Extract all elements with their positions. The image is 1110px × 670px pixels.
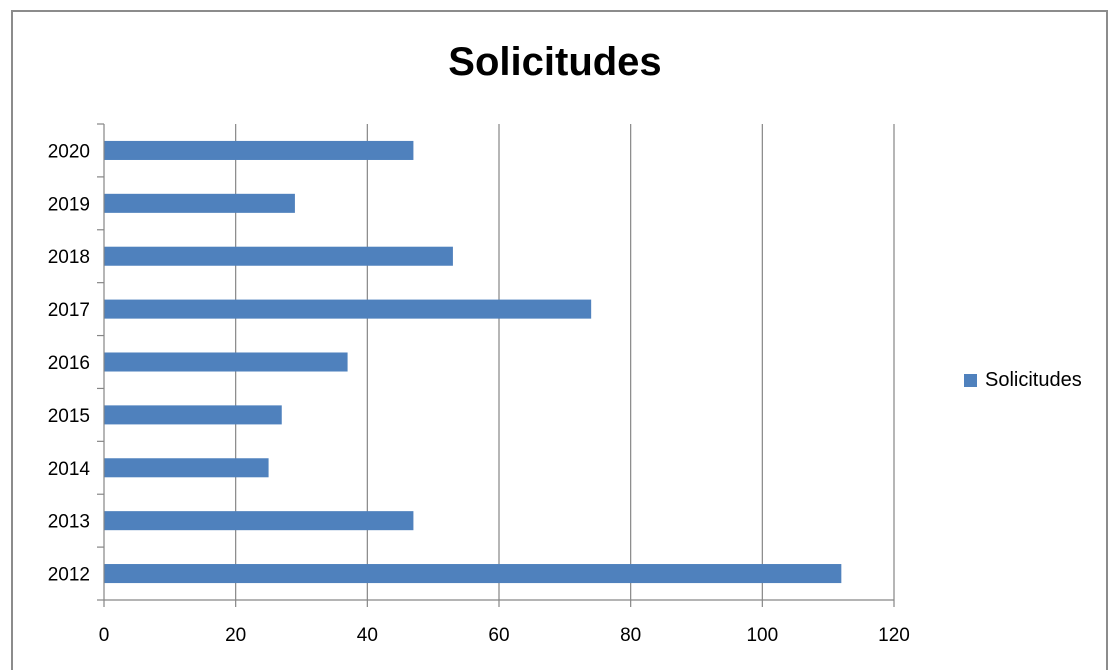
bar-2018 (104, 246, 453, 266)
y-tick-label-2016: 2016 (48, 353, 90, 374)
x-tick-label-0: 0 (99, 625, 110, 646)
bar-2014 (104, 458, 269, 478)
bar-2019 (104, 193, 295, 213)
bar-2016 (104, 352, 348, 372)
y-tick-label-2015: 2015 (48, 406, 90, 427)
x-tick-label-20: 20 (225, 625, 246, 646)
bar-2020 (104, 140, 414, 160)
chart-frame (11, 10, 1108, 670)
x-tick-label-120: 120 (878, 625, 910, 646)
y-tick-label-2014: 2014 (48, 459, 91, 480)
x-tick-label-100: 100 (746, 625, 778, 646)
x-tick-label-40: 40 (357, 625, 378, 646)
y-tick-label-2012: 2012 (48, 565, 90, 586)
y-tick-label-2019: 2019 (48, 194, 90, 215)
legend-swatch (964, 374, 977, 387)
legend: Solicitudes (964, 369, 1082, 392)
y-tick-label-2020: 2020 (48, 141, 90, 162)
y-tick-label-2018: 2018 (48, 247, 90, 268)
bar-2013 (104, 511, 414, 531)
x-tick-label-60: 60 (488, 625, 509, 646)
bar-2017 (104, 299, 592, 319)
chart-title: Solicitudes (448, 40, 662, 84)
legend-label: Solicitudes (985, 369, 1082, 391)
x-tick-label-80: 80 (620, 625, 641, 646)
bar-2015 (104, 405, 282, 425)
y-tick-label-2013: 2013 (48, 512, 90, 533)
y-tick-label-2017: 2017 (48, 300, 90, 321)
bar-2012 (104, 564, 842, 584)
